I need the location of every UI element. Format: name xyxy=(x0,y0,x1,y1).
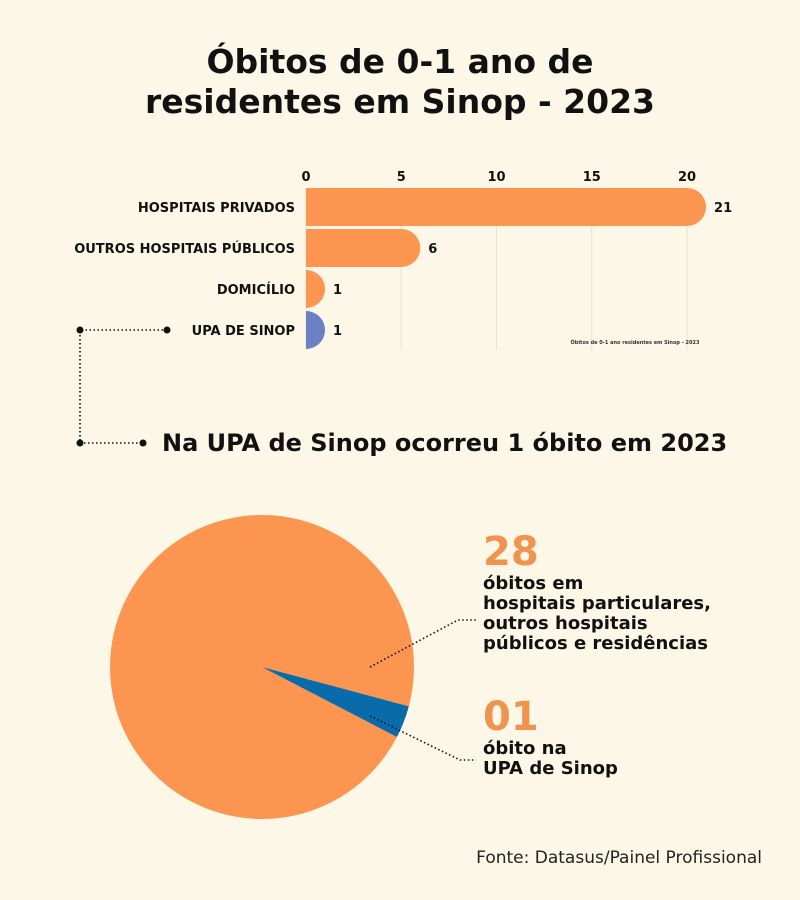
source-note: Fonte: Datasus/Painel Profissional xyxy=(476,848,762,868)
annotation-others-line: hospitais particulares, xyxy=(483,593,711,614)
pie-slice-others xyxy=(110,514,415,819)
category-label: UPA DE SINOP xyxy=(192,324,295,339)
bar xyxy=(306,229,421,267)
category-label: HOSPITAIS PRIVADOS xyxy=(138,201,295,216)
connector-dot xyxy=(76,326,84,334)
category-label: DOMICÍLIO xyxy=(217,282,295,298)
annotation-others: 28 óbitos em hospitais particulares, out… xyxy=(483,530,711,654)
pie-slice-upa xyxy=(262,667,409,737)
annotation-upa: 01 óbito na UPA de Sinop xyxy=(483,695,618,779)
annotation-upa-line: UPA de Sinop xyxy=(483,758,618,779)
annotation-upa-line: óbito na xyxy=(483,738,567,759)
connector-dot xyxy=(76,439,84,447)
chart-title: Óbitos de 0-1 ano de residentes em Sinop… xyxy=(0,42,800,122)
title-line-2: residentes em Sinop - 2023 xyxy=(144,82,656,121)
data-label: 21 xyxy=(714,201,732,216)
x-tick-label: 5 xyxy=(397,170,406,185)
chart-watermark: Óbitos de 0-1 ano residentes em Sinop - … xyxy=(571,339,700,346)
x-tick-label: 10 xyxy=(487,170,505,185)
x-tick-label: 20 xyxy=(678,170,696,185)
annotation-upa-number: 01 xyxy=(483,694,539,740)
x-tick-label: 0 xyxy=(301,170,310,185)
connector-line xyxy=(79,329,167,444)
connector-dot xyxy=(139,439,147,447)
annotation-others-desc: óbitos em hospitais particulares, outros… xyxy=(483,574,711,654)
bar xyxy=(306,188,707,226)
leader-line-upa xyxy=(369,715,476,761)
x-tick-label: 15 xyxy=(583,170,601,185)
bar xyxy=(306,311,326,349)
bar xyxy=(306,270,326,308)
annotation-others-line: óbitos em xyxy=(483,573,584,594)
annotation-others-number: 28 xyxy=(483,529,539,575)
data-label: 1 xyxy=(333,324,342,339)
connector-dot xyxy=(163,326,171,334)
data-label: 6 xyxy=(428,242,437,257)
leader-line-others xyxy=(369,619,476,668)
title-line-1: Óbitos de 0-1 ano de xyxy=(206,42,594,81)
category-label: OUTROS HOSPITAIS PÚBLICOS xyxy=(74,241,295,257)
annotation-others-line: públicos e residências xyxy=(483,633,708,654)
annotation-others-line: outros hospitais xyxy=(483,613,648,634)
annotation-upa-desc: óbito na UPA de Sinop xyxy=(483,739,618,779)
headline: Na UPA de Sinop ocorreu 1 óbito em 2023 xyxy=(162,429,728,457)
data-label: 1 xyxy=(333,283,342,298)
